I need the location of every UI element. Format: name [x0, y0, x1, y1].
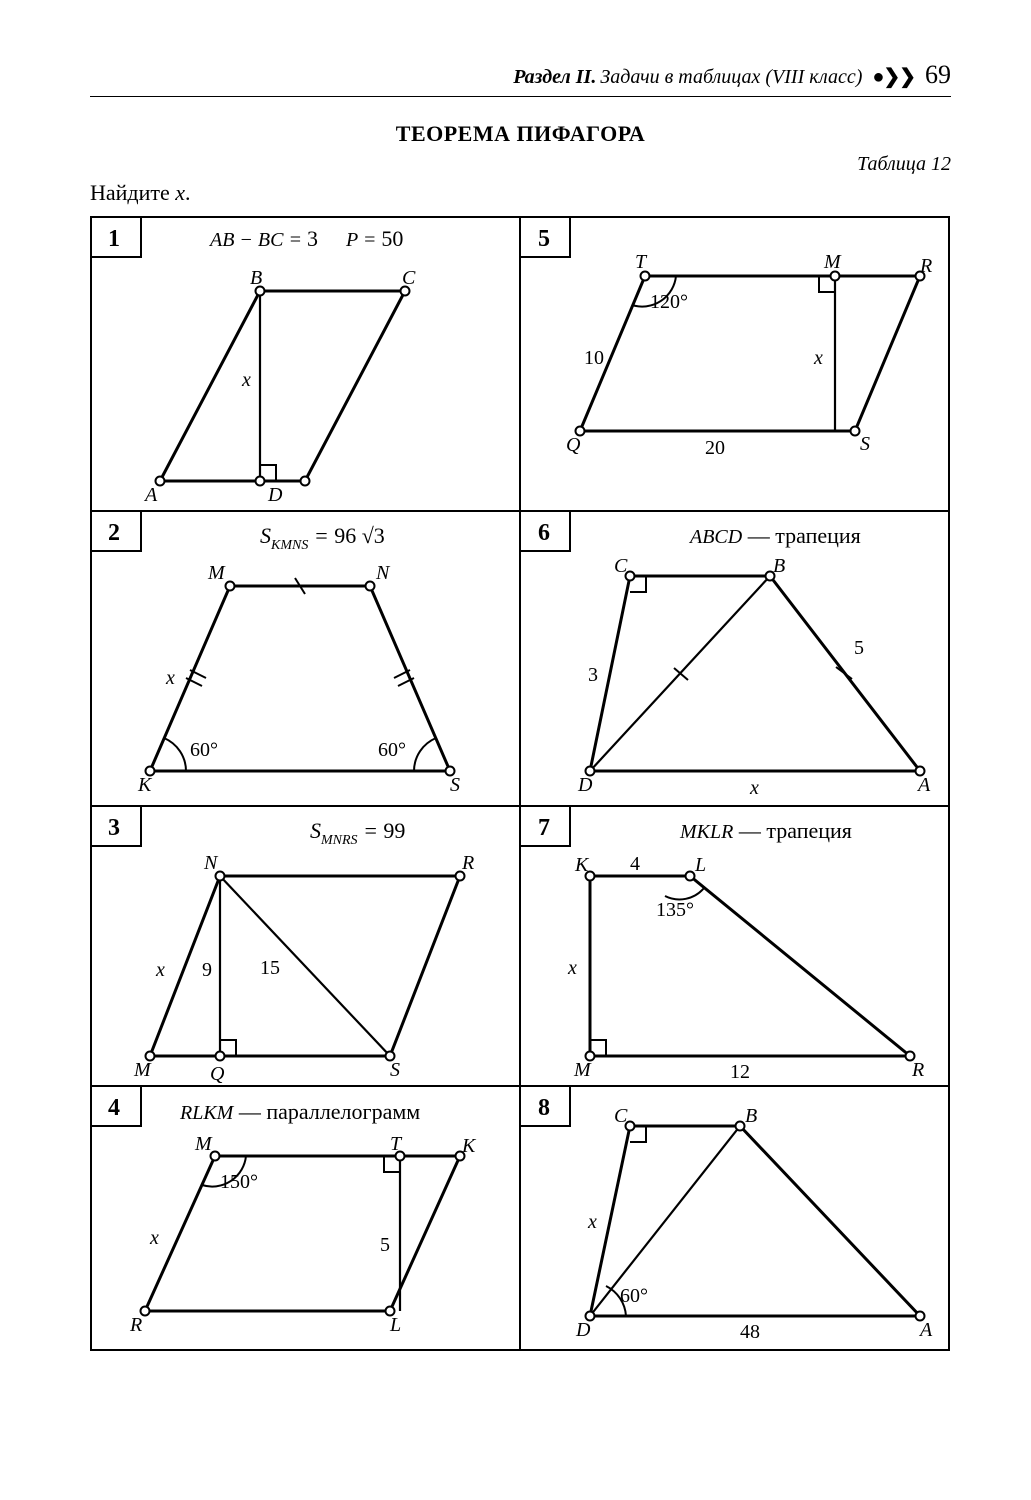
- svg-text:3: 3: [588, 664, 598, 686]
- svg-text:x: x: [155, 959, 165, 981]
- svg-text:M: M: [207, 562, 226, 584]
- svg-text:4: 4: [108, 1095, 120, 1121]
- cell-6: 6 ABCD — трапеция D A B C 3 5 x: [520, 511, 931, 799]
- svg-text:L: L: [694, 854, 706, 876]
- svg-text:x: x: [241, 369, 251, 391]
- svg-text:135°: 135°: [656, 899, 694, 921]
- cell-3: 3 SMNRS = 99 M N R S Q 9 15 x: [91, 806, 474, 1085]
- page-number: 69: [925, 60, 951, 90]
- cell-2: 2 SKMNS = 96 √3 K M N S 60° 60° x: [91, 511, 460, 796]
- svg-text:L: L: [389, 1314, 401, 1336]
- svg-text:x: x: [165, 667, 175, 689]
- svg-text:D: D: [267, 484, 283, 506]
- svg-text:9: 9: [202, 959, 212, 981]
- problems-grid: 1 AB − BC = 3P = 50 A B C D x 2 SKMNS = …: [90, 216, 950, 1351]
- bullets-icon: ●❯❯: [872, 64, 915, 89]
- svg-text:60°: 60°: [190, 739, 218, 761]
- instruction: Найдите x.: [90, 180, 951, 206]
- svg-text:x: x: [813, 347, 823, 369]
- svg-text:A: A: [143, 484, 158, 506]
- svg-text:Q: Q: [566, 434, 581, 456]
- svg-text:B: B: [773, 555, 785, 577]
- svg-text:K: K: [461, 1135, 477, 1157]
- svg-text:x: x: [749, 777, 759, 799]
- svg-text:SKMNS = 96 √3: SKMNS = 96 √3: [260, 523, 385, 553]
- svg-text:5: 5: [380, 1234, 390, 1256]
- svg-text:S: S: [450, 774, 460, 796]
- svg-text:B: B: [745, 1105, 757, 1127]
- svg-text:M: M: [573, 1059, 592, 1081]
- svg-text:K: K: [574, 854, 590, 876]
- svg-text:R: R: [461, 852, 474, 874]
- svg-text:M: M: [133, 1059, 152, 1081]
- svg-text:D: D: [575, 1319, 591, 1341]
- svg-text:6: 6: [538, 520, 550, 546]
- svg-text:5: 5: [538, 226, 550, 252]
- svg-text:10: 10: [584, 347, 604, 369]
- svg-text:AB − BC = 3P = 50: AB − BC = 3P = 50: [208, 226, 403, 251]
- cell-8: 8 D A B C 60° 48 x: [520, 1086, 933, 1343]
- cell-7: 7 MKLR — трапеция M K L R 4 135° 12 x: [520, 806, 924, 1083]
- svg-text:20: 20: [705, 437, 725, 459]
- cell-5: 5 Q T M R S 120° 10 20 x: [520, 217, 932, 459]
- svg-text:B: B: [250, 267, 262, 289]
- svg-text:2: 2: [108, 520, 120, 546]
- cell-1: 1 AB − BC = 3P = 50 A B C D x: [91, 217, 416, 506]
- svg-text:S: S: [860, 433, 870, 455]
- svg-text:RLKM — параллелограмм: RLKM — параллелограмм: [179, 1099, 420, 1124]
- svg-text:N: N: [375, 562, 391, 584]
- svg-text:A: A: [916, 774, 931, 796]
- svg-text:C: C: [402, 267, 416, 289]
- svg-text:8: 8: [538, 1095, 550, 1121]
- svg-text:Q: Q: [210, 1063, 225, 1085]
- svg-text:N: N: [203, 852, 219, 874]
- page-title: ТЕОРЕМА ПИФАГОРА: [90, 121, 951, 147]
- svg-text:M: M: [823, 251, 842, 273]
- svg-text:R: R: [919, 255, 932, 277]
- svg-text:R: R: [911, 1059, 924, 1081]
- svg-text:60°: 60°: [378, 739, 406, 761]
- svg-text:120°: 120°: [650, 291, 688, 313]
- svg-text:1: 1: [108, 226, 120, 252]
- svg-text:ABCD — трапеция: ABCD — трапеция: [688, 523, 861, 548]
- svg-text:5: 5: [854, 637, 864, 659]
- svg-text:T: T: [635, 251, 648, 273]
- svg-text:3: 3: [108, 815, 120, 841]
- svg-text:48: 48: [740, 1321, 760, 1343]
- svg-text:x: x: [587, 1211, 597, 1233]
- svg-text:x: x: [149, 1227, 159, 1249]
- svg-text:C: C: [614, 1105, 628, 1127]
- svg-text:K: K: [137, 774, 153, 796]
- svg-text:R: R: [129, 1314, 142, 1336]
- svg-text:SMNRS = 99: SMNRS = 99: [310, 818, 405, 848]
- section-label: Раздел II.: [513, 66, 596, 89]
- svg-text:60°: 60°: [620, 1285, 648, 1307]
- svg-text:12: 12: [730, 1061, 750, 1083]
- svg-text:7: 7: [538, 815, 550, 841]
- svg-text:15: 15: [260, 957, 280, 979]
- svg-text:150°: 150°: [220, 1171, 258, 1193]
- svg-text:T: T: [390, 1133, 403, 1155]
- cell-4: 4 RLKM — параллелограмм R L K M T 150° 5…: [91, 1086, 477, 1336]
- svg-text:S: S: [390, 1059, 400, 1081]
- svg-text:4: 4: [630, 853, 640, 875]
- table-number: Таблица 12: [90, 153, 951, 176]
- svg-text:M: M: [194, 1133, 213, 1155]
- svg-text:A: A: [918, 1319, 933, 1341]
- section-subtitle: Задачи в таблицах (VIII класс): [600, 66, 862, 89]
- running-head: Раздел II. Задачи в таблицах (VIII класс…: [90, 60, 951, 97]
- svg-text:D: D: [577, 774, 593, 796]
- svg-text:C: C: [614, 555, 628, 577]
- svg-text:x: x: [567, 957, 577, 979]
- svg-text:MKLR — трапеция: MKLR — трапеция: [679, 818, 852, 843]
